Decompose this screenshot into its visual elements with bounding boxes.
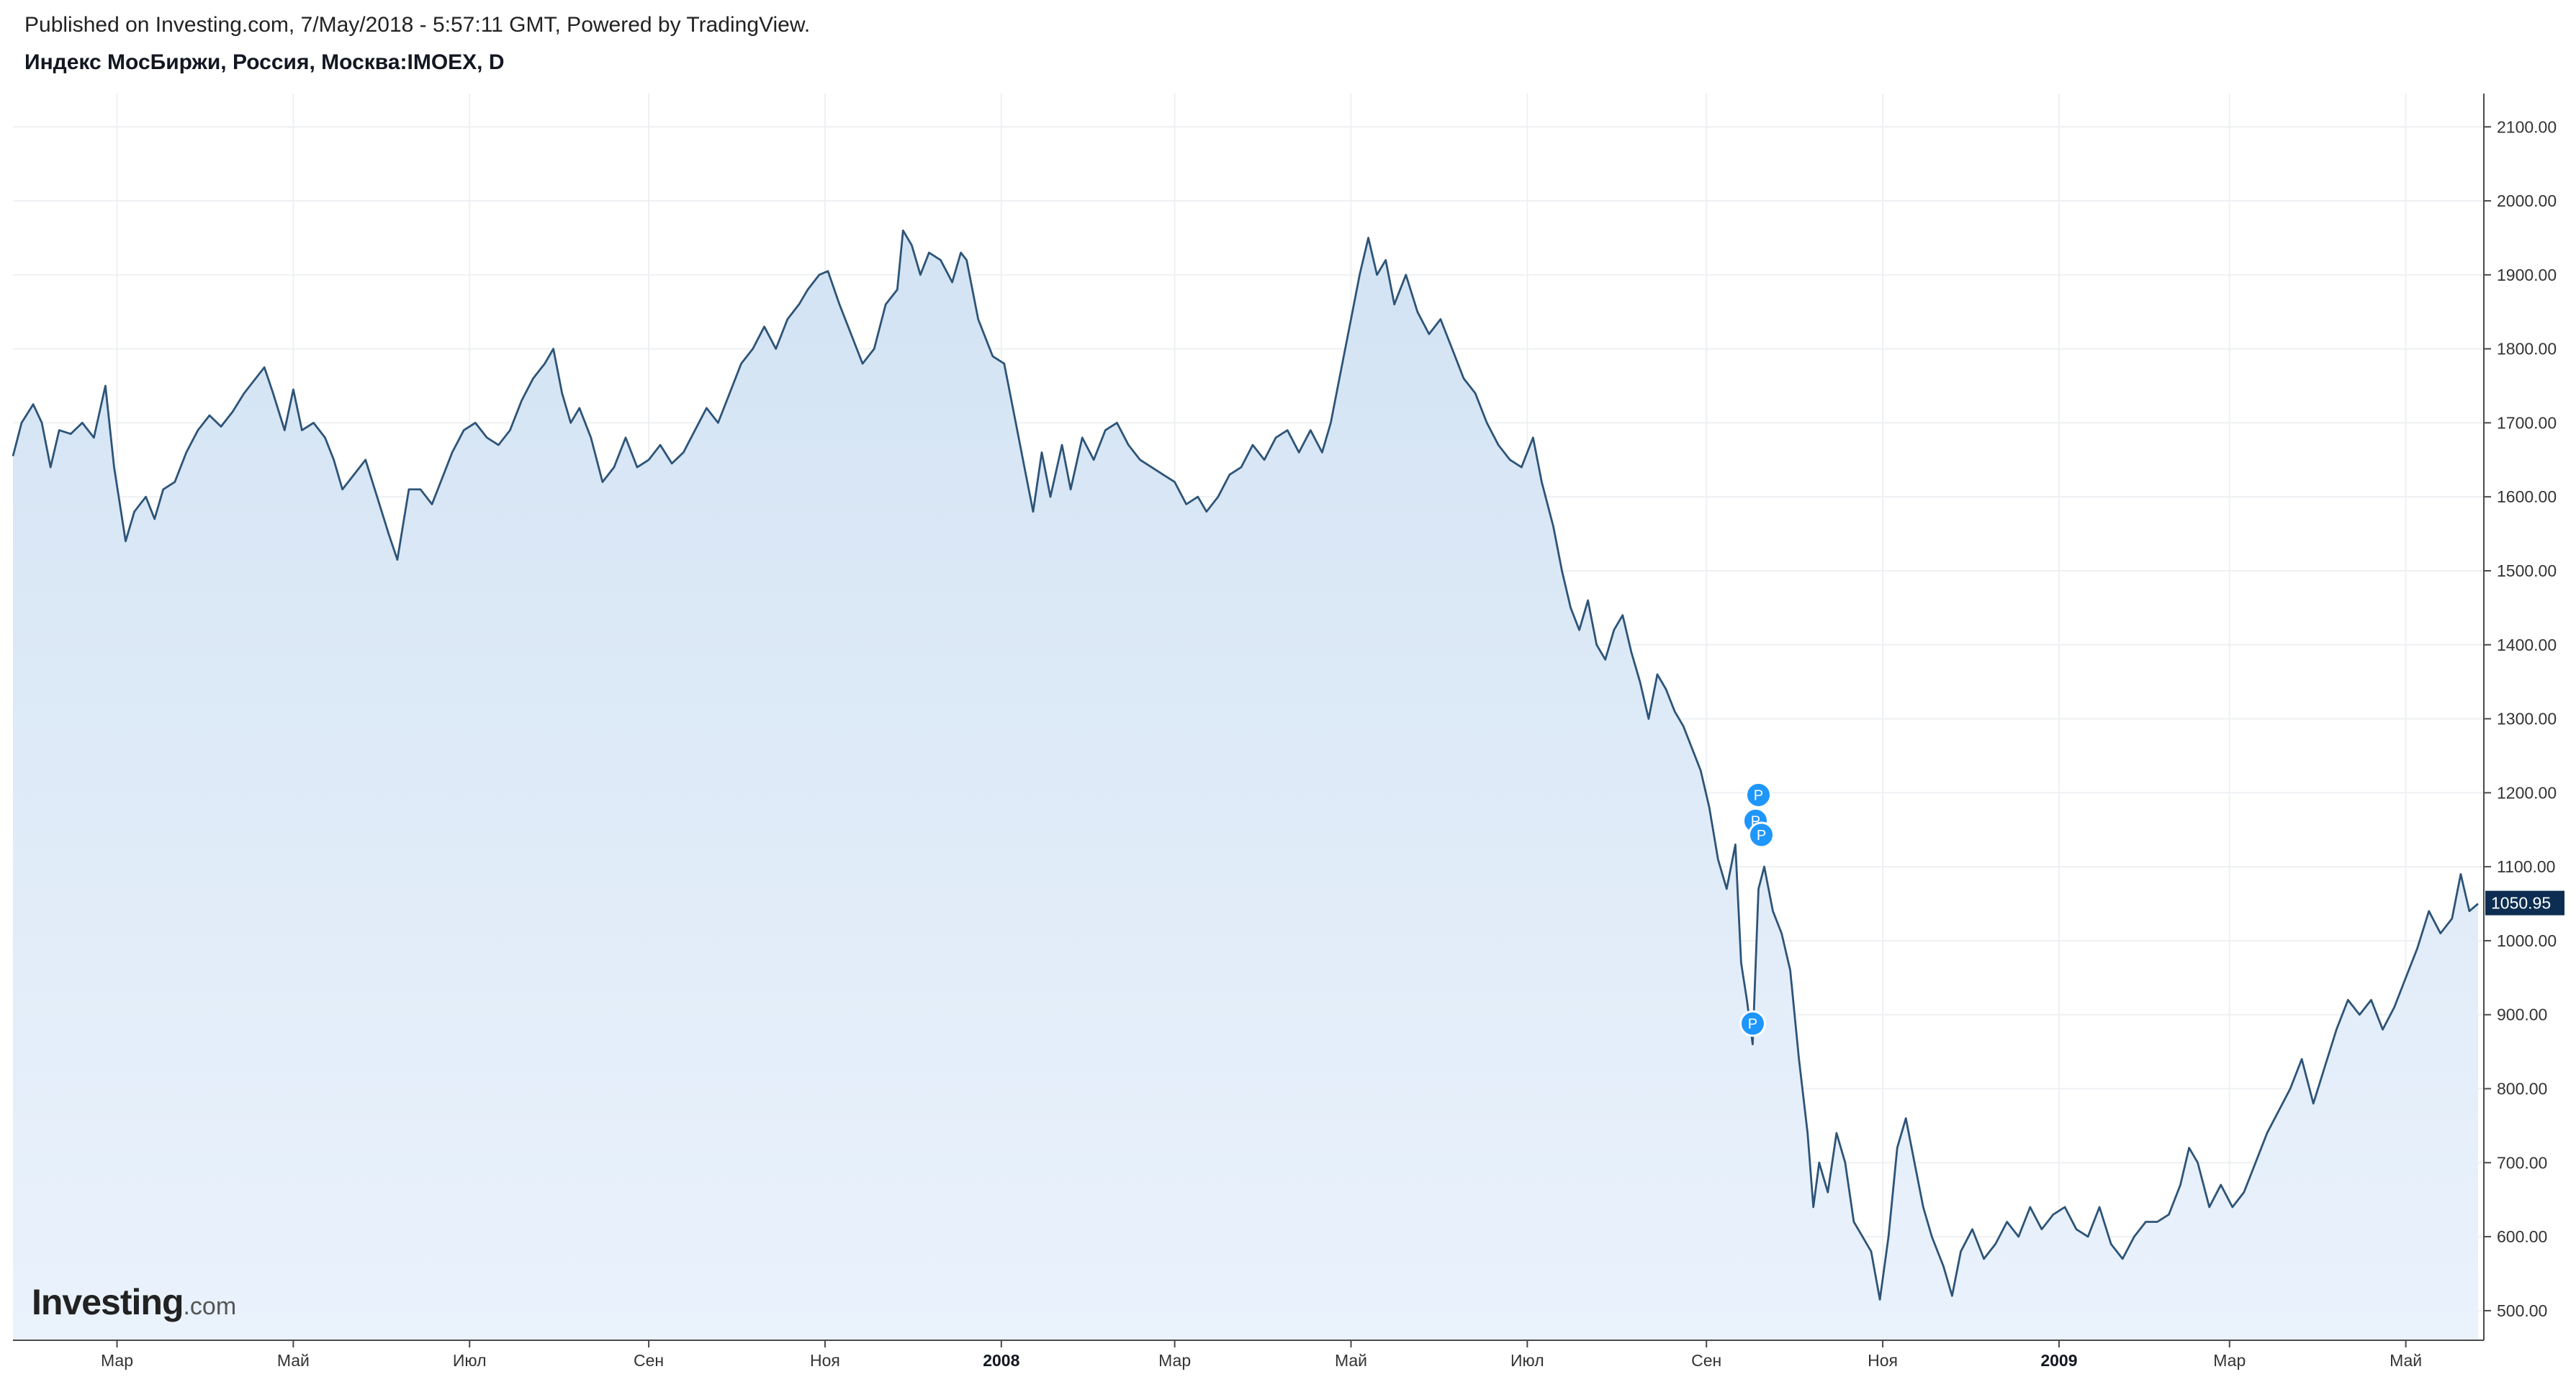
y-tick-label: 1100.00 bbox=[2497, 857, 2555, 876]
last-price-background bbox=[2485, 890, 2564, 916]
x-tick-label: Мар bbox=[2213, 1351, 2246, 1370]
price-line[interactable] bbox=[12, 229, 2479, 1301]
y-tick-label: 600.00 bbox=[2497, 1227, 2547, 1246]
y-tick-label: 500.00 bbox=[2497, 1301, 2547, 1320]
x-tick-label: Май bbox=[277, 1351, 310, 1370]
event-marker[interactable]: P bbox=[1747, 821, 1775, 849]
investing-logo: Investing.com bbox=[32, 1281, 236, 1323]
x-tick-label: Мар bbox=[1158, 1351, 1191, 1370]
y-tick-label: 700.00 bbox=[2497, 1153, 2547, 1172]
x-tick-label: Май bbox=[2390, 1351, 2422, 1370]
event-marker-label: P bbox=[1754, 787, 1763, 803]
symbol-title: Индекс МосБиржи, Россия, Москва:IMOEX, D bbox=[24, 50, 505, 74]
y-tick-label: 1000.00 bbox=[2497, 931, 2557, 950]
x-tick-label: Июл bbox=[1510, 1351, 1544, 1370]
price-area-layer bbox=[13, 230, 2478, 1341]
x-tick-label: 2008 bbox=[983, 1351, 1019, 1370]
x-tick-label: 2009 bbox=[2040, 1351, 2077, 1370]
y-tick-label: 1200.00 bbox=[2497, 783, 2557, 802]
logo-main-text: Investing bbox=[32, 1282, 184, 1322]
axis-labels: 500.00 600.00 700.00 800.00 900.00 1000.00 110… bbox=[101, 117, 2564, 1370]
event-marker[interactable]: P bbox=[1744, 781, 1772, 808]
y-tick-label: 1900.00 bbox=[2497, 266, 2557, 284]
y-tick-label: 2000.00 bbox=[2497, 191, 2557, 210]
y-tick-label: 800.00 bbox=[2497, 1080, 2547, 1098]
logo-suffix-text: .com bbox=[183, 1293, 237, 1320]
y-tick-label: 900.00 bbox=[2497, 1006, 2547, 1024]
y-tick-label: 1500.00 bbox=[2497, 561, 2557, 580]
x-tick-label: Мар bbox=[101, 1351, 133, 1370]
y-tick-label: 1600.00 bbox=[2497, 487, 2557, 506]
event-marker[interactable]: P bbox=[1739, 1010, 1766, 1037]
event-marker-label: P bbox=[1757, 828, 1766, 844]
event-marker-dot bbox=[1739, 1010, 1766, 1037]
y-tick-label: 1400.00 bbox=[2497, 636, 2557, 654]
y-tick-label: 1700.00 bbox=[2497, 413, 2557, 432]
event-marker-dot bbox=[1744, 781, 1772, 808]
event-marker-label: P bbox=[1748, 1016, 1757, 1032]
last-price-badge: 1050.95 bbox=[2485, 890, 2564, 916]
x-tick-label: Июл bbox=[453, 1351, 487, 1370]
x-tick-label: Май bbox=[1335, 1351, 1367, 1370]
y-tick-label: 1300.00 bbox=[2497, 710, 2557, 728]
x-tick-label: Сен bbox=[634, 1351, 664, 1370]
y-tick-label: 2100.00 bbox=[2497, 117, 2557, 136]
last-price-value: 1050.95 bbox=[2491, 894, 2551, 913]
x-tick-label: Сен bbox=[1691, 1351, 1721, 1370]
publication-info: Published on Investing.com, 7/May/2018 -… bbox=[24, 13, 811, 37]
y-tick-label: 1800.00 bbox=[2497, 340, 2557, 358]
price-area-fill bbox=[13, 230, 2478, 1341]
event-marker-dot bbox=[1747, 821, 1775, 849]
chart-axes bbox=[13, 94, 2491, 1347]
x-tick-label: Ноя bbox=[810, 1351, 840, 1370]
x-tick-label: Ноя bbox=[1868, 1351, 1898, 1370]
price-line-layer bbox=[12, 229, 2479, 1301]
